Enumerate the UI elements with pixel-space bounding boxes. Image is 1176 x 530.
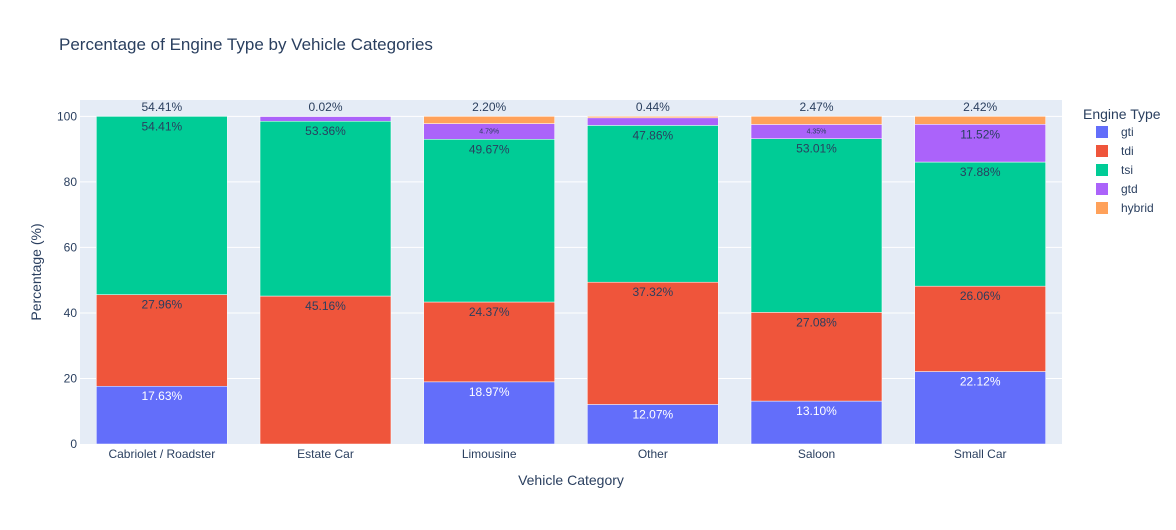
legend-label: gtd (1121, 182, 1138, 196)
data-label: 49.67% (469, 142, 510, 156)
data-label: 37.32% (632, 285, 673, 299)
y-tick-label: 100 (57, 109, 77, 123)
data-label: 26.06% (960, 289, 1001, 303)
bar-segment-tsi[interactable] (96, 116, 227, 294)
data-label: 22.12% (960, 375, 1001, 389)
y-tick-label: 60 (64, 240, 78, 254)
legend-label: tsi (1121, 163, 1133, 177)
data-label: 4.79% (479, 128, 499, 135)
data-label: 24.37% (469, 305, 510, 319)
data-label: 18.97% (469, 385, 510, 399)
data-label: 37.88% (960, 165, 1001, 179)
bar-segment-gtd[interactable] (587, 118, 718, 126)
bar-segment-tsi[interactable] (751, 139, 882, 313)
legend-item-hybrid[interactable]: hybrid (1096, 201, 1154, 215)
bar-segment-tdi[interactable] (587, 282, 718, 404)
bar-segment-hybrid[interactable] (587, 116, 718, 117)
data-label: 47.86% (632, 128, 673, 142)
bar-segment-tsi[interactable] (915, 162, 1046, 286)
legend-label: tdi (1121, 144, 1134, 158)
legend-label: hybrid (1121, 201, 1154, 215)
top-data-label: 2.20% (472, 100, 506, 114)
legend-swatch (1096, 202, 1108, 214)
x-tick-label: Small Car (954, 447, 1007, 461)
data-label: 27.96% (141, 298, 182, 312)
legend-swatch (1096, 126, 1108, 138)
x-tick-label: Saloon (798, 447, 835, 461)
y-tick-label: 40 (64, 306, 78, 320)
x-axis-title: Vehicle Category (518, 472, 624, 488)
data-label: 4.35% (807, 129, 827, 136)
y-tick-label: 20 (64, 371, 78, 385)
bar-segment-hybrid[interactable] (751, 116, 882, 124)
legend-swatch (1096, 164, 1108, 176)
top-data-label: 54.41% (141, 100, 182, 114)
data-label: 17.63% (141, 389, 182, 403)
bar-segment-tsi[interactable] (424, 139, 555, 302)
y-tick-label: 0 (70, 437, 77, 451)
top-data-label: 0.44% (636, 100, 670, 114)
y-tick-label: 80 (64, 175, 78, 189)
top-data-label: 0.02% (308, 100, 342, 114)
data-label: 53.01% (796, 142, 837, 156)
legend-title: Engine Type (1083, 106, 1161, 122)
data-label: 53.36% (305, 124, 346, 138)
bar-segment-hybrid[interactable] (915, 116, 1046, 124)
data-label: 13.10% (796, 404, 837, 418)
legend-swatch (1096, 145, 1108, 157)
bar-segment-hybrid[interactable] (424, 116, 555, 123)
data-label: 54.41% (141, 119, 182, 133)
bar-segment-gtd[interactable] (260, 116, 391, 121)
data-label: 27.08% (796, 315, 837, 329)
x-tick-label: Other (638, 447, 668, 461)
legend-swatch (1096, 183, 1108, 195)
data-label: 45.16% (305, 299, 346, 313)
y-axis-title: Percentage (%) (28, 223, 44, 320)
bar-segment-tdi[interactable] (260, 296, 391, 444)
chart-title: Percentage of Engine Type by Vehicle Cat… (59, 35, 433, 54)
top-data-label: 2.47% (799, 100, 833, 114)
bar-segment-tsi[interactable] (587, 125, 718, 282)
legend-label: gti (1121, 125, 1134, 139)
x-tick-label: Estate Car (297, 447, 354, 461)
bar-segment-tsi[interactable] (260, 121, 391, 296)
x-tick-label: Cabriolet / Roadster (108, 447, 215, 461)
top-data-label: 2.42% (963, 100, 997, 114)
data-label: 12.07% (632, 407, 673, 421)
x-tick-label: Limousine (462, 447, 517, 461)
data-label: 11.52% (960, 127, 1000, 141)
